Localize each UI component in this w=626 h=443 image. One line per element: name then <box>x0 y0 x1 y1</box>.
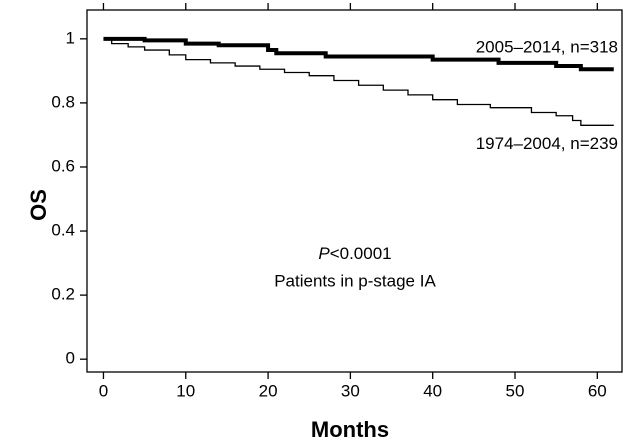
x-tick-label: 30 <box>341 381 360 400</box>
y-axis-title: OS <box>26 189 51 221</box>
x-axis-title: Months <box>311 417 389 442</box>
survival-curve <box>103 38 614 126</box>
series-label: 1974–2004, n=239 <box>476 134 618 153</box>
series-label: 2005–2014, n=318 <box>476 37 618 56</box>
annotation-p: P <box>318 244 330 263</box>
x-tick-label: 50 <box>506 381 525 400</box>
annotation: P<0.0001 <box>318 244 391 263</box>
annotation: Patients in p-stage IA <box>274 271 436 290</box>
plot-frame <box>86 9 623 373</box>
survival-curve <box>103 36 614 72</box>
y-tick-label: 0.4 <box>51 221 75 240</box>
y-tick-label: 0 <box>66 349 75 368</box>
x-tick-label: 10 <box>176 381 195 400</box>
x-tick-label: 20 <box>259 381 278 400</box>
y-tick-label: 0.2 <box>51 285 75 304</box>
x-tick-label: 0 <box>99 381 108 400</box>
x-tick-label: 60 <box>588 381 607 400</box>
y-tick-label: 0.8 <box>51 92 75 111</box>
y-tick-label: 0.6 <box>51 156 75 175</box>
x-tick-label: 40 <box>423 381 442 400</box>
annotation-value: <0.0001 <box>330 244 392 263</box>
y-tick-label: 1 <box>66 28 75 47</box>
